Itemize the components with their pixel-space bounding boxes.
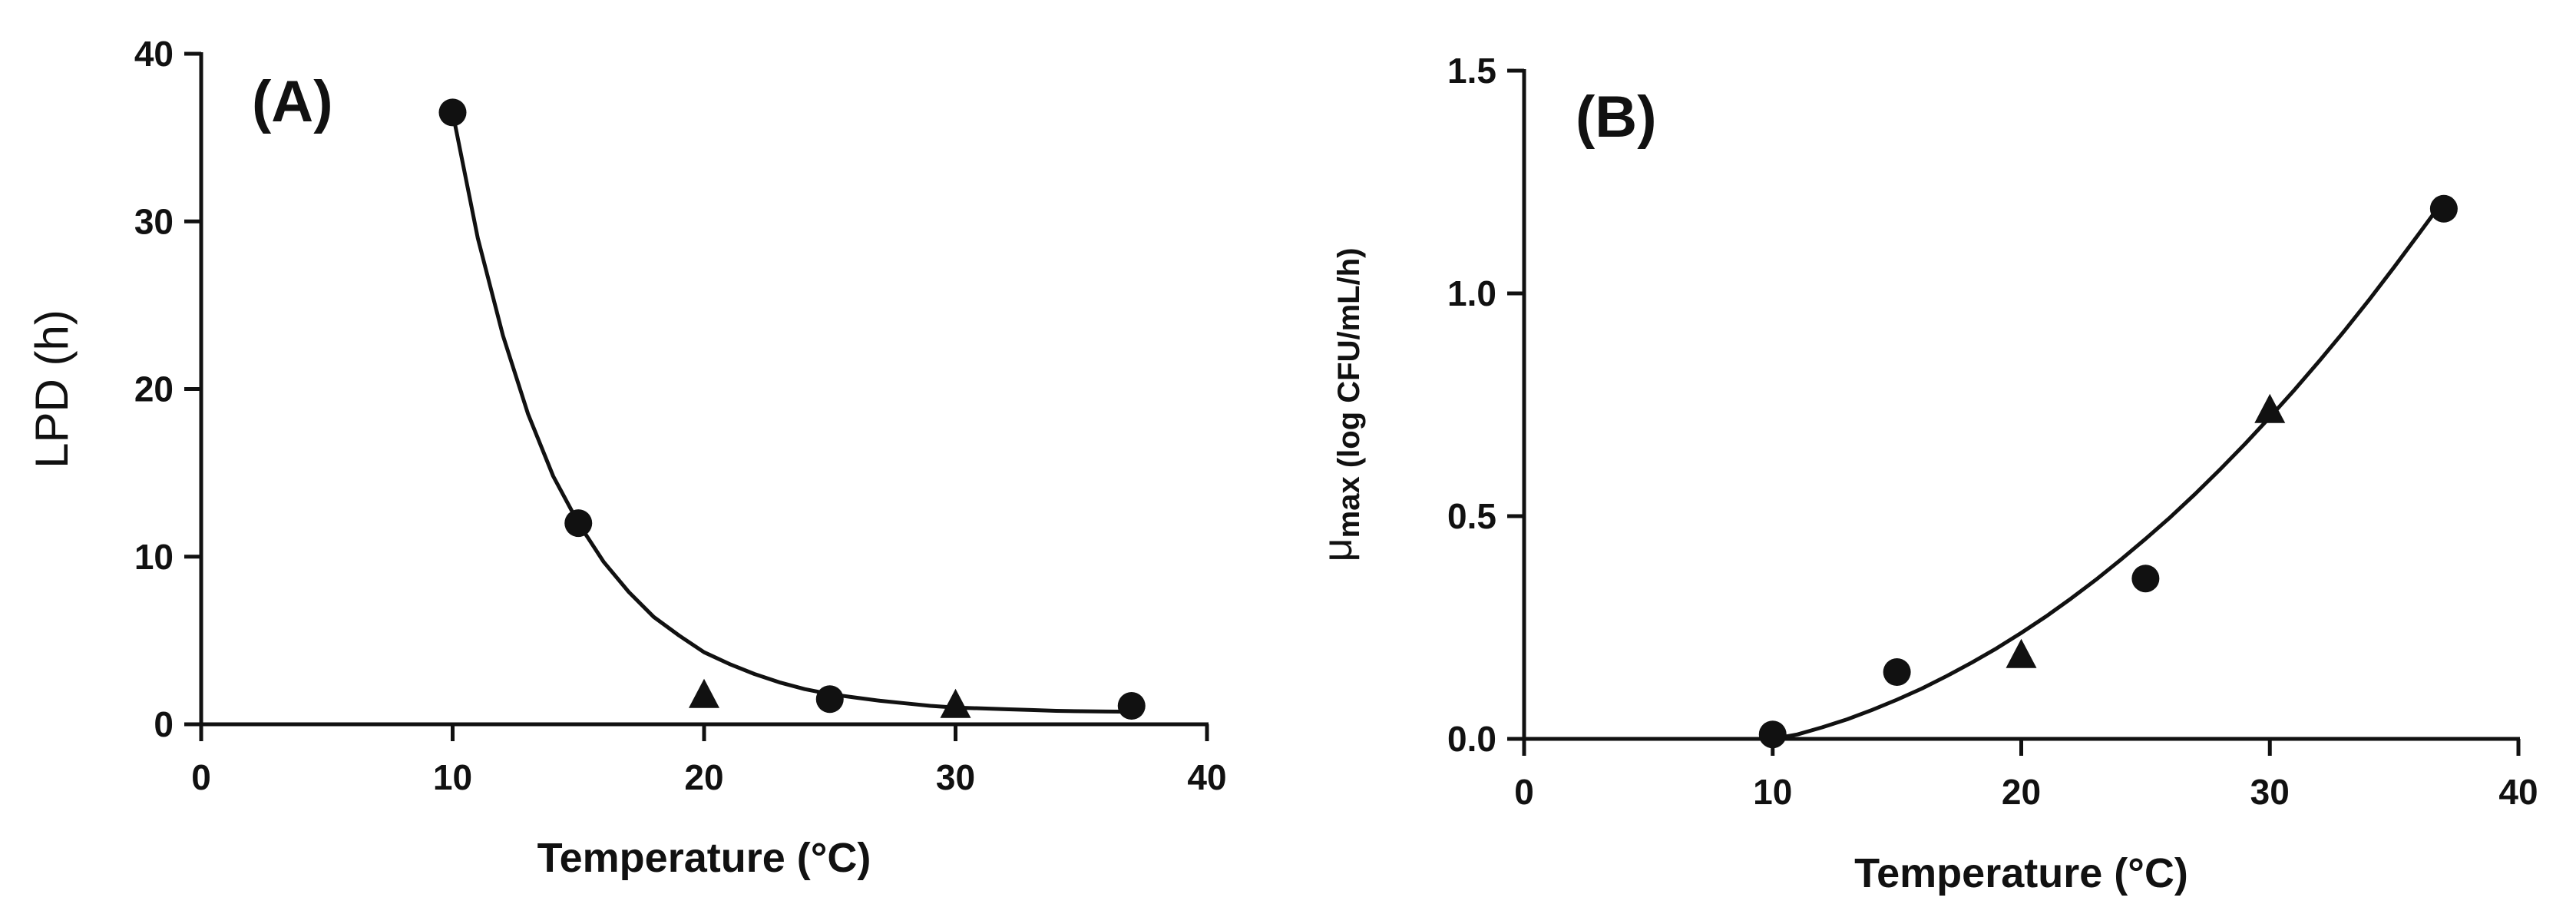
y-tick-label: 30 <box>134 201 174 241</box>
data-point-circle <box>1758 720 1787 749</box>
x-tick-label: 10 <box>433 757 472 797</box>
y-tick-label: 1.0 <box>1447 273 1496 313</box>
data-point-circle <box>2429 194 2458 223</box>
y-tick-label: 20 <box>134 369 174 409</box>
x-tick-label: 0 <box>191 757 211 797</box>
x-tick-label: 10 <box>1753 772 1792 812</box>
data-point-triangle <box>2254 393 2286 423</box>
y-tick-label: 0.0 <box>1447 719 1496 759</box>
data-point-circle <box>2131 565 2160 593</box>
x-axis-title: Temperature (°C) <box>1854 850 2188 896</box>
panel-label: (A) <box>252 69 333 134</box>
y-tick-label: 0.5 <box>1447 496 1496 536</box>
data-point-circle <box>1883 658 1911 686</box>
x-tick-label: 20 <box>2002 772 2041 812</box>
data-point-circle <box>564 509 593 538</box>
y-axis-title: μmax (log CFU/mL/h) <box>1314 248 1366 562</box>
y-tick-label: 10 <box>134 537 174 577</box>
y-tick-label: 1.5 <box>1447 51 1496 91</box>
panel-b: 0 10 20 30 40 0.0 0.5 1.0 1.5 (B) Temperature (°C)… <box>1314 51 2538 896</box>
data-point-triangle <box>940 688 971 718</box>
panel-a: 0 10 20 30 40 0 10 20 30 40 (A) Temperature (°C) LPD… <box>26 34 1227 881</box>
x-tick-label: 40 <box>1187 757 1226 797</box>
x-tick-label: 30 <box>2250 772 2290 812</box>
y-tick-label: 0 <box>154 704 174 744</box>
y-axis-title-symbol: μ <box>1314 538 1361 561</box>
fit-curve <box>1772 198 2445 741</box>
data-point-circle <box>1117 691 1146 720</box>
x-tick-label: 40 <box>2498 772 2538 812</box>
data-point-circle <box>815 685 844 714</box>
y-tick-label: 40 <box>134 34 174 74</box>
panel-label: (B) <box>1576 84 1657 150</box>
data-point-triangle <box>2006 638 2037 668</box>
fit-curve <box>451 111 1132 714</box>
x-axis-title: Temperature (°C) <box>537 835 871 881</box>
x-tick-label: 30 <box>936 757 975 797</box>
y-axis-title: LPD (h) <box>26 310 78 469</box>
x-tick-label: 20 <box>684 757 723 797</box>
data-point-triangle <box>689 678 719 708</box>
x-tick-label: 0 <box>1514 772 1534 812</box>
data-point-circle <box>438 98 467 127</box>
y-axis-title-subscript: max (log CFU/mL/h) <box>1332 248 1366 538</box>
